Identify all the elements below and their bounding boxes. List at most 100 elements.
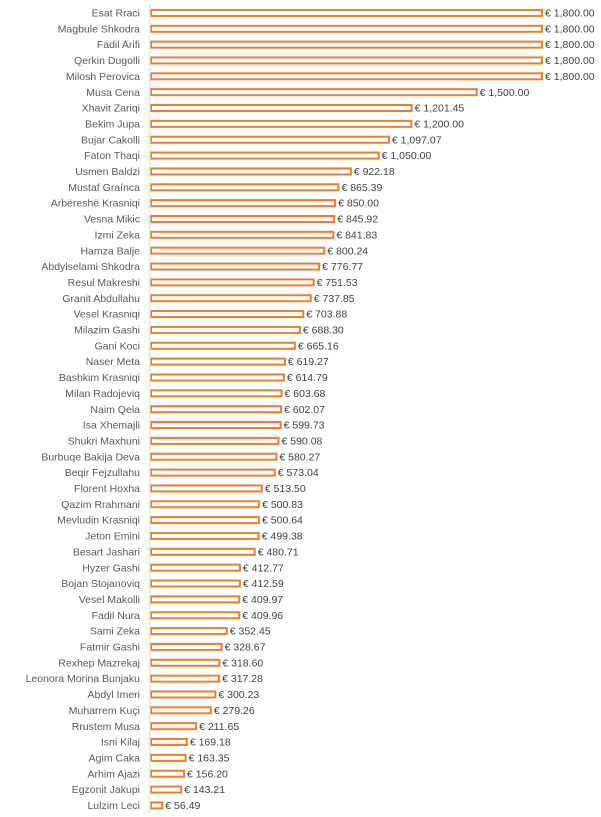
value-label: € 156.20 [187,768,228,780]
category-label: Bujar Cakolli [81,134,140,146]
category-label: Milazim Gashi [74,325,140,337]
category-label: Arbëreshë Krasniqi [51,198,140,210]
value-label: € 665.16 [298,340,339,352]
value-label: € 169.18 [190,737,231,749]
value-label: € 279.26 [214,705,255,717]
bar [150,104,413,113]
bar [150,674,221,683]
bar [150,135,390,144]
bar [150,183,340,192]
bar [150,262,321,271]
value-label: € 751.53 [317,277,358,289]
category-label: Isni Kilaj [101,737,140,749]
bar [150,8,543,17]
value-label: € 688.30 [303,325,344,337]
category-label: Fadil Nura [92,610,141,622]
bar [150,405,283,414]
value-label: € 1,800.00 [545,55,595,67]
category-label: Milosh Perovica [66,71,140,83]
value-label: € 850.00 [338,198,379,210]
bar [150,341,296,350]
bar [150,278,315,287]
category-label: Muharrem Kuçi [69,705,140,717]
bar [150,389,283,398]
bar [150,690,217,699]
category-label: Milan Radojeviq [65,388,140,400]
category-label: Qerkin Dugolli [74,55,140,67]
value-label: € 1,800.00 [545,39,595,51]
category-label: Musa Cena [86,87,140,99]
bar [150,738,188,747]
bar [150,547,256,556]
value-label: € 318.60 [222,657,263,669]
bar [150,325,301,334]
value-label: € 211.65 [199,721,239,733]
category-label: Hyzer Gashi [82,562,140,574]
value-label: € 573.04 [278,467,319,479]
category-label: Shukri Maxhuni [68,435,140,447]
bar [150,785,183,794]
value-label: € 841.83 [336,229,377,241]
category-label: Resul Makreshi [68,277,140,289]
category-label: Florent Hoxha [74,483,140,495]
bar [150,769,186,778]
category-label: Magbule Shkodra [58,23,140,35]
category-label: Lulzim Leci [87,800,140,812]
value-label: € 580.27 [279,451,320,463]
value-label: € 412.59 [243,578,284,590]
value-label: € 619.27 [288,356,329,368]
category-label: Hamza Balje [80,245,140,257]
value-label: € 603.68 [284,388,325,400]
bar [150,230,335,239]
value-label: € 1,800.00 [545,8,595,20]
category-label: Naim Qela [90,404,140,416]
category-label: Mevludin Krasniqi [57,515,140,527]
bar [150,563,241,572]
bar [150,468,276,477]
bar [150,214,336,223]
bar [150,310,305,319]
value-label: € 602.07 [284,404,325,416]
value-label: € 737.85 [314,293,355,305]
value-label: € 143.21 [184,784,225,796]
value-label: € 409.97 [242,594,283,606]
category-label: Vesel Krasniqi [73,309,140,321]
bar [150,801,164,810]
bar [150,373,285,382]
bar [150,706,212,715]
bar [150,611,241,620]
value-label: € 317.28 [222,673,263,685]
category-label: Izmi Zeka [94,229,140,241]
bar [150,246,326,255]
category-label: Bekim Jupa [85,118,140,130]
value-label: € 1,050.00 [382,150,432,162]
value-label: € 922.18 [354,166,395,178]
category-label: Fadil Arifi [97,39,140,51]
value-label: € 703.88 [306,309,347,321]
bar [150,294,312,303]
category-label: Bashkim Krasniqi [59,372,140,384]
category-label: Rrustem Musa [72,721,140,733]
value-label: € 1,201.45 [415,103,465,115]
bar [150,627,228,636]
bar [150,119,413,128]
category-label: Sami Zeka [90,626,140,638]
category-label: Granit Abdullahu [62,293,140,305]
category-label: Gani Koci [94,340,140,352]
value-label: € 163.35 [189,752,230,764]
value-label: € 865.39 [341,182,382,194]
bar [150,531,260,540]
value-label: € 500.83 [262,499,303,511]
value-label: € 1,800.00 [545,23,595,35]
category-label: Jeton Emini [85,531,140,543]
category-label: Vesna Mikic [84,214,140,226]
category-label: Mustaf Graínca [68,182,140,194]
value-label: € 328.67 [225,642,266,654]
value-label: € 1,800.00 [545,71,595,83]
bar [150,167,352,176]
value-labels: € 1,800.00 € 1,800.00 € 1,800.00 € 1,800.00… [165,8,594,812]
value-label: € 480.71 [258,546,299,558]
category-label: Egzonit Jakupi [72,784,140,796]
bars-layer [150,8,543,810]
